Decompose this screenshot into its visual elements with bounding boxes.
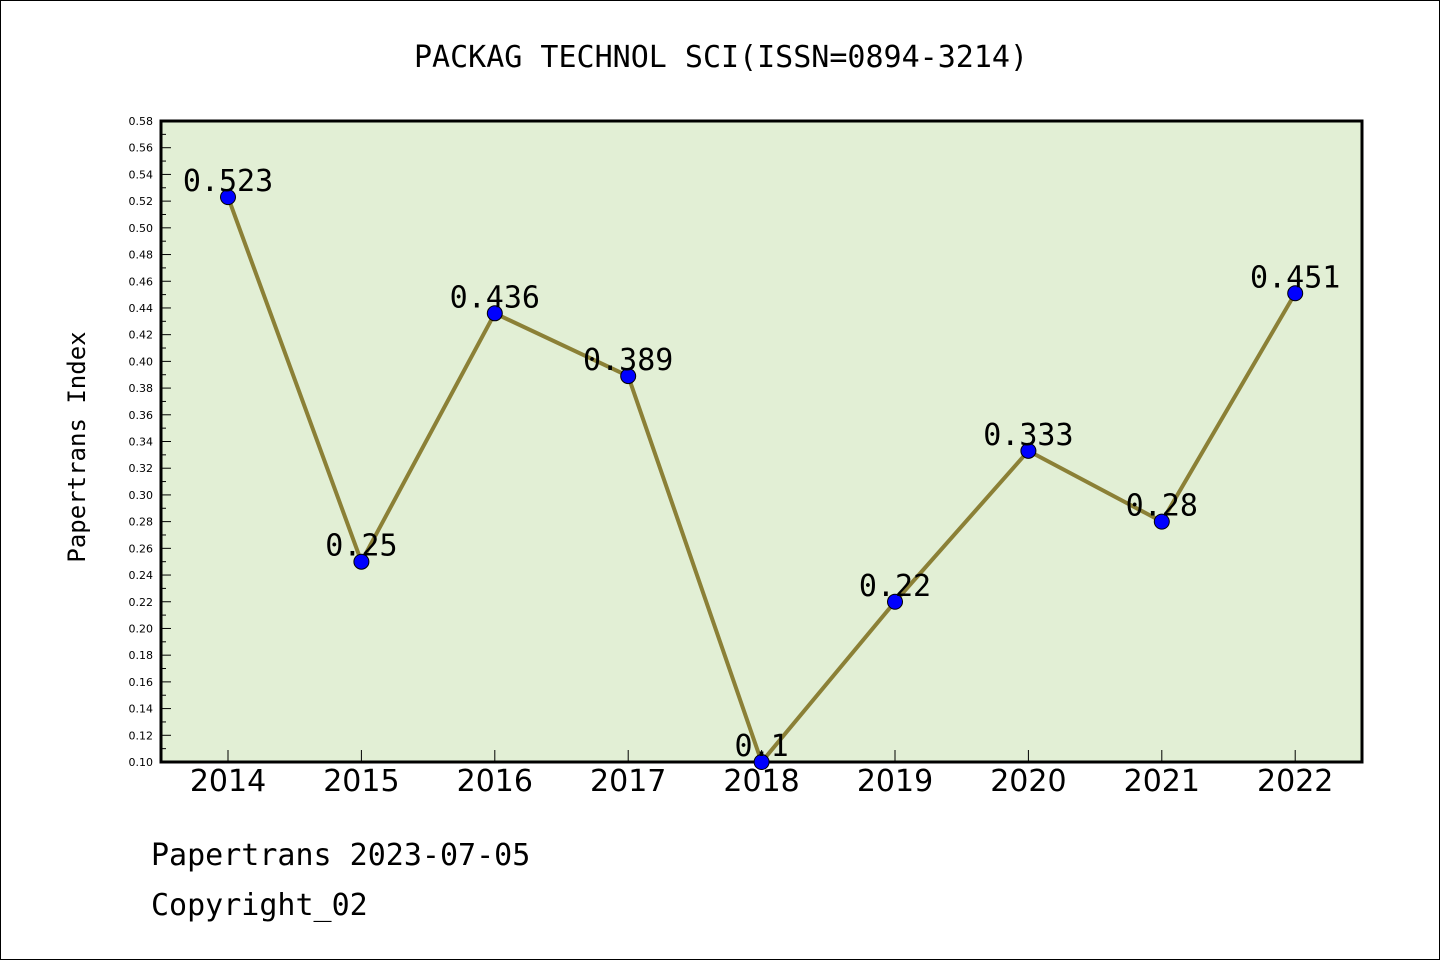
data-point-marker (620, 368, 637, 385)
data-point-marker (1153, 513, 1170, 530)
footer-copyright-text: Copyright_02 (151, 888, 368, 923)
y-tick-label: 0.50 (129, 222, 154, 235)
y-tick-label: 0.14 (129, 703, 154, 716)
series-line-group (220, 189, 1304, 770)
y-tick-label: 0.28 (129, 516, 154, 529)
x-tick-label: 2020 (990, 764, 1066, 799)
data-label: 0.523 (183, 164, 273, 199)
data-point-marker (887, 593, 903, 610)
x-tick-label: 2014 (190, 764, 266, 799)
x-tick-label: 2015 (323, 764, 399, 799)
data-point-marker (1287, 285, 1304, 302)
y-tick-label: 0.38 (129, 382, 154, 395)
data-point-marker (753, 754, 770, 770)
plot-area (159, 119, 1364, 764)
x-tick-label: 2022 (1257, 764, 1333, 799)
y-tick-label: 0.30 (129, 489, 154, 502)
data-label: 0.1 (735, 729, 789, 764)
y-tick-label: 0.58 (129, 115, 154, 128)
y-tick-label: 0.46 (129, 275, 154, 288)
y-tick-label: 0.16 (129, 676, 154, 689)
data-label: 0.451 (1250, 260, 1340, 295)
y-tick-label: 0.48 (129, 249, 154, 262)
x-tick-label: 2017 (590, 764, 666, 799)
y-tick-label: 0.40 (129, 355, 154, 368)
y-tick-label: 0.10 (129, 756, 154, 769)
y-tick-label: 0.12 (129, 729, 154, 742)
y-tick-label: 0.20 (129, 622, 154, 635)
data-label: 0.436 (450, 280, 540, 315)
y-axis-ticks: 0.10 0.12 0.14 0.16 0.18 0.20 0.22 0.24 0.26 0.28… (129, 115, 171, 769)
data-label-group: 0.523 0.25 0.436 0.389 0.1 0.22 0.333 0.28 0.451 (183, 164, 1341, 764)
y-tick-label: 0.56 (129, 142, 154, 155)
y-tick-label: 0.24 (129, 569, 154, 582)
x-tick-label: 2016 (457, 764, 533, 799)
data-point-marker (353, 553, 370, 570)
data-point-marker (220, 189, 236, 206)
y-tick-label: 0.34 (129, 436, 154, 449)
y-tick-label: 0.36 (129, 409, 154, 422)
data-label: 0.25 (325, 529, 397, 564)
y-axis-label: Papertrans Index (63, 331, 91, 562)
data-label: 0.28 (1126, 489, 1198, 524)
y-tick-label: 0.22 (129, 596, 154, 609)
data-label: 0.389 (583, 343, 673, 378)
data-label: 0.333 (983, 418, 1073, 453)
data-label: 0.22 (859, 569, 931, 604)
x-tick-label: 2019 (857, 764, 933, 799)
chart-title: PACKAG TECHNOL SCI(ISSN=0894-3214) (414, 40, 1028, 75)
y-tick-label: 0.52 (129, 195, 154, 208)
footer-date-text: Papertrans 2023-07-05 (151, 838, 530, 873)
y-tick-label: 0.54 (129, 168, 154, 181)
y-tick-label: 0.26 (129, 542, 154, 555)
y-tick-label: 0.42 (129, 329, 154, 342)
y-tick-label: 0.32 (129, 462, 154, 475)
data-point-marker (486, 305, 503, 322)
y-tick-label: 0.44 (129, 302, 154, 315)
x-tick-label: 2021 (1124, 764, 1200, 799)
y-tick-label: 0.18 (129, 649, 154, 662)
data-point-marker (1020, 442, 1037, 459)
